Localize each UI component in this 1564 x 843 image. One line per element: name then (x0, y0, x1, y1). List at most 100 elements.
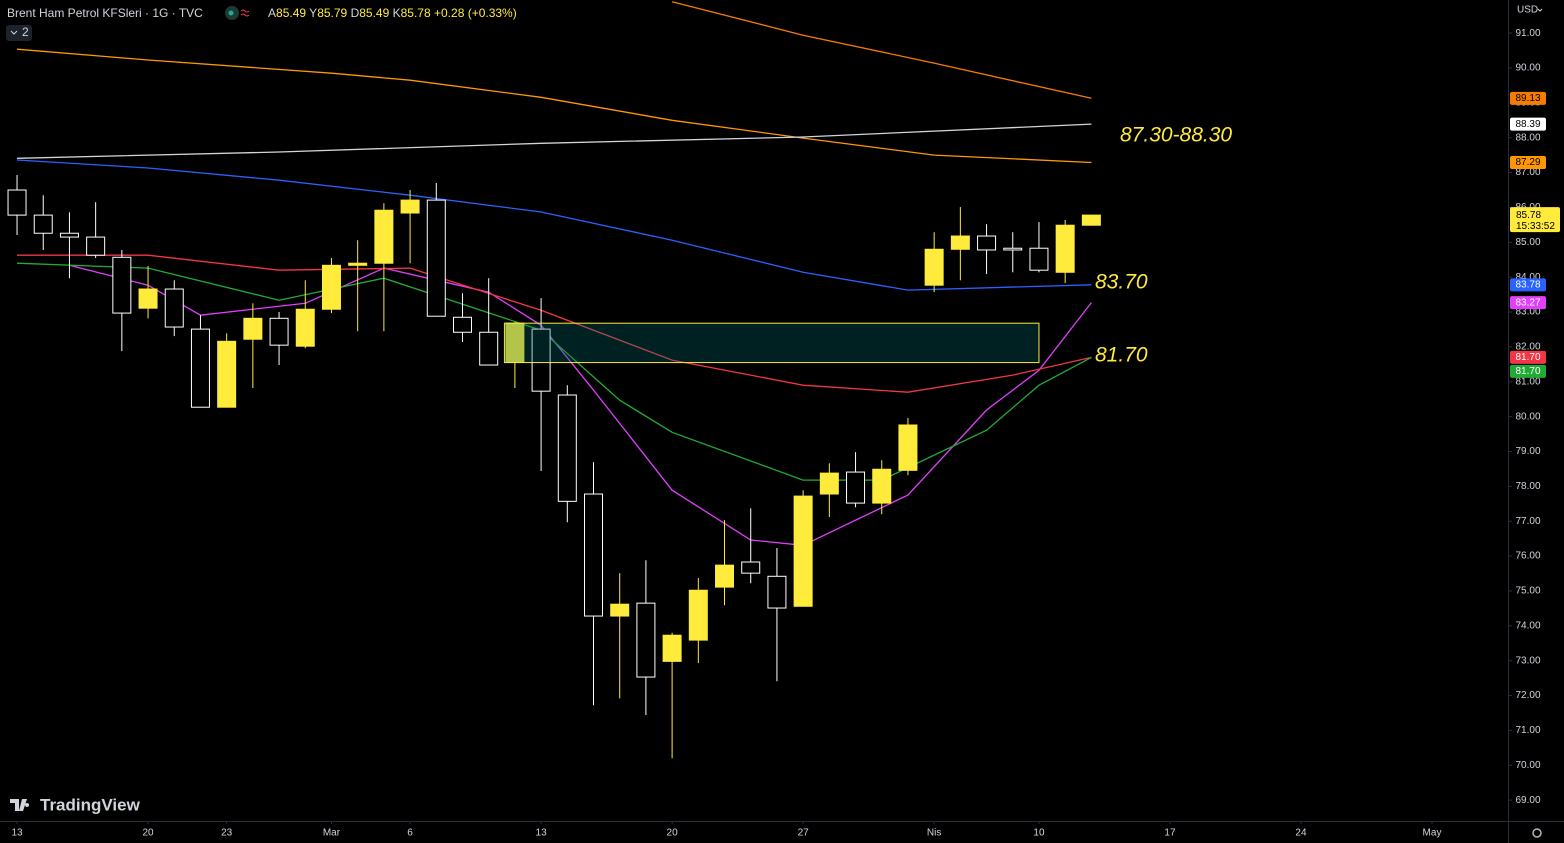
candle-body (217, 340, 237, 408)
ohlc-change: +0.28 (+0.33%) (434, 6, 517, 20)
price-tag-label: 83.27 (1515, 297, 1540, 308)
candle-body (1029, 247, 1049, 271)
ohlc-label: Y (309, 6, 317, 20)
candle-body (112, 256, 132, 314)
candle-body (59, 232, 79, 238)
brand-name: TradingView (40, 795, 141, 814)
price-tag (1510, 155, 1546, 169)
y-tick-label: 87.00 (1515, 167, 1540, 178)
price-tag (1510, 278, 1546, 292)
price-axis: 69.00 70.00 71.00 72.00 73.00 74.00 75.00 76.00… (1508, 28, 1560, 806)
ma-line (17, 254, 1092, 393)
candle-body (636, 602, 656, 678)
candle-body (348, 262, 368, 266)
y-tick-label: 84.00 (1515, 272, 1540, 283)
price-tag-label: 88.39 (1515, 119, 1540, 130)
candle-body (479, 331, 499, 366)
y-tick-label: 74.00 (1515, 620, 1540, 631)
candle-body (190, 328, 210, 408)
ohlc-value: 85.49 (359, 6, 389, 20)
candle-body (164, 288, 184, 328)
price-tag (1510, 296, 1546, 310)
settings-icon[interactable] (1532, 828, 1542, 838)
candle-body (86, 236, 106, 256)
candle-body (138, 288, 158, 309)
candle-body (977, 235, 997, 251)
plot-area (7, 1, 1101, 759)
indicator-chevron (10, 30, 18, 35)
brand-mark (10, 799, 30, 811)
last-price-label: 85.78 (1516, 210, 1541, 221)
price-tag-label: 81.70 (1515, 352, 1540, 363)
ohlc-value: 85.79 (317, 6, 347, 20)
x-tick-label: 6 (407, 828, 413, 839)
symbol-title[interactable]: Brent Ham Petrol KFSleri · 1G · TVC (7, 6, 203, 20)
y-tick-label: 91.00 (1515, 28, 1540, 39)
ma-line (16, 123, 1092, 159)
y-tick-label: 72.00 (1515, 690, 1540, 701)
candle-body (584, 493, 604, 617)
candle-body (610, 603, 630, 617)
status-wave (240, 9, 250, 17)
price-tag (1510, 117, 1546, 131)
candle-body (688, 589, 708, 641)
candle-body (924, 248, 944, 286)
price-tag-label: 89.13 (1515, 93, 1540, 104)
y-tick-label: 75.00 (1515, 586, 1540, 597)
candle-body (950, 235, 970, 250)
last-price-tag (1510, 207, 1560, 233)
x-tick-label: 23 (221, 828, 233, 839)
y-tick-label: 70.00 (1515, 760, 1540, 771)
y-tick-label: 78.00 (1515, 481, 1540, 492)
candle-body (7, 189, 27, 216)
status-dot (228, 10, 234, 16)
price-tag (1510, 350, 1546, 364)
ohlc-label: D (351, 6, 360, 20)
candle-body (321, 264, 341, 310)
candle-body (767, 575, 787, 609)
price-tag (1510, 364, 1546, 378)
candle-body (33, 214, 53, 234)
candle-body (295, 308, 315, 347)
brand-logo[interactable]: TradingView (10, 795, 141, 814)
y-tick-label: 85.00 (1515, 237, 1540, 248)
ma-line (16, 262, 1092, 481)
currency[interactable]: USD (1517, 5, 1538, 16)
ohlc-legend: A85.49 Y85.79 D85.49 K85.78 +0.28 (+0.33… (268, 6, 517, 20)
y-tick-label: 69.00 (1515, 795, 1540, 806)
ohlc-value: 85.49 (276, 6, 306, 20)
price-zone (503, 322, 1040, 364)
candle-body (269, 317, 289, 346)
ohlc-text: A85.49 Y85.79 D85.49 K85.78 +0.28 (+0.33… (268, 6, 517, 20)
candle-body (243, 317, 263, 340)
price-tag-label: 83.78 (1515, 279, 1540, 290)
candle-body (557, 394, 577, 502)
ohlc-label: K (393, 6, 401, 20)
y-tick-label: 81.00 (1515, 376, 1540, 387)
x-tick-label: 20 (142, 828, 154, 839)
ohlc-label: A (268, 6, 276, 20)
candle-body (1081, 214, 1101, 226)
annotation: 87.30-88.30 (1120, 124, 1232, 147)
ma-line (69, 264, 1092, 546)
overlay: 87.30-88.30 83.70 81.70 (503, 124, 1232, 367)
annotation: 81.70 (1095, 344, 1148, 367)
candle-body (426, 199, 446, 317)
x-tick-label: 27 (798, 828, 810, 839)
ma-line (16, 48, 1092, 164)
y-tick-label: 80.00 (1515, 411, 1540, 422)
candle-body (846, 471, 866, 504)
y-tick-label: 82.00 (1515, 342, 1540, 353)
candle-body (400, 199, 420, 214)
ma-line (671, 1, 1092, 99)
x-tick-label: 13 (11, 828, 23, 839)
y-tick-label: 73.00 (1515, 655, 1540, 666)
x-tick-label: 20 (667, 828, 679, 839)
x-tick-label: 13 (536, 828, 548, 839)
candle-body (452, 316, 472, 333)
ma-line (16, 159, 1092, 291)
indicator-toggle[interactable] (6, 25, 32, 41)
candle-body (662, 634, 682, 662)
